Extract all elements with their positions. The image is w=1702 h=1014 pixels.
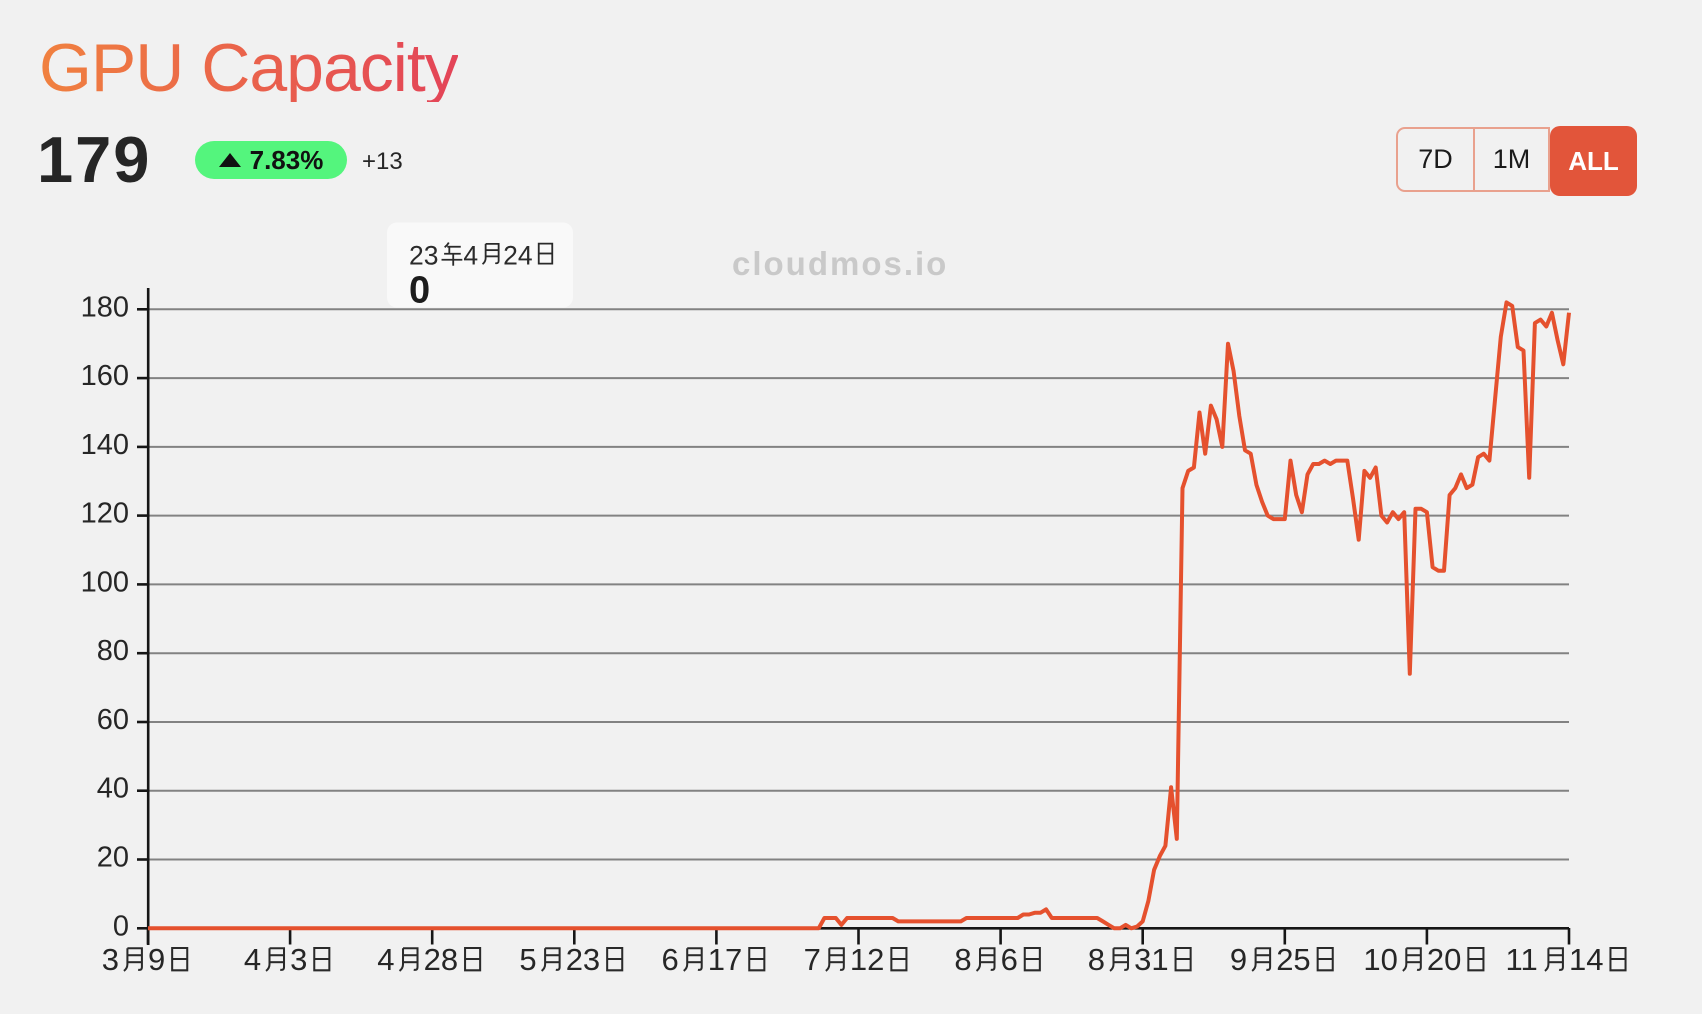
svg-text:4: 4 — [377, 942, 394, 977]
svg-text:12: 12 — [850, 942, 884, 977]
svg-text:cloudmos.io: cloudmos.io — [732, 245, 948, 282]
svg-text:25: 25 — [1276, 942, 1310, 977]
svg-text:28: 28 — [424, 942, 458, 977]
svg-text:7: 7 — [804, 942, 821, 977]
svg-text:20: 20 — [97, 842, 129, 874]
svg-text:9: 9 — [148, 942, 165, 977]
svg-text:160: 160 — [81, 360, 129, 392]
svg-text:10: 10 — [1363, 942, 1397, 977]
svg-text:3: 3 — [290, 942, 307, 977]
svg-text:120: 120 — [81, 498, 129, 530]
svg-text:14: 14 — [1569, 942, 1603, 977]
svg-text:8: 8 — [954, 942, 971, 977]
svg-text:20: 20 — [1427, 942, 1461, 977]
svg-text:24: 24 — [503, 241, 532, 271]
svg-text:23: 23 — [409, 241, 438, 271]
svg-text:31: 31 — [1134, 942, 1168, 977]
svg-text:17: 17 — [708, 942, 742, 977]
svg-text:4: 4 — [463, 241, 478, 271]
svg-text:180: 180 — [81, 291, 129, 323]
svg-text:11: 11 — [1506, 942, 1538, 977]
svg-text:9: 9 — [1230, 942, 1247, 977]
svg-text:5: 5 — [519, 942, 536, 977]
svg-text:23: 23 — [566, 942, 600, 977]
svg-text:4: 4 — [244, 942, 261, 977]
svg-text:6: 6 — [662, 942, 679, 977]
svg-text:40: 40 — [97, 773, 129, 805]
svg-text:3: 3 — [102, 942, 119, 977]
svg-text:0: 0 — [113, 910, 129, 942]
svg-text:100: 100 — [81, 566, 129, 598]
svg-text:80: 80 — [97, 635, 129, 667]
svg-text:8: 8 — [1088, 942, 1105, 977]
svg-text:6: 6 — [1001, 942, 1018, 977]
svg-text:140: 140 — [81, 429, 129, 461]
svg-text:0: 0 — [409, 269, 430, 311]
svg-text:60: 60 — [97, 704, 129, 736]
